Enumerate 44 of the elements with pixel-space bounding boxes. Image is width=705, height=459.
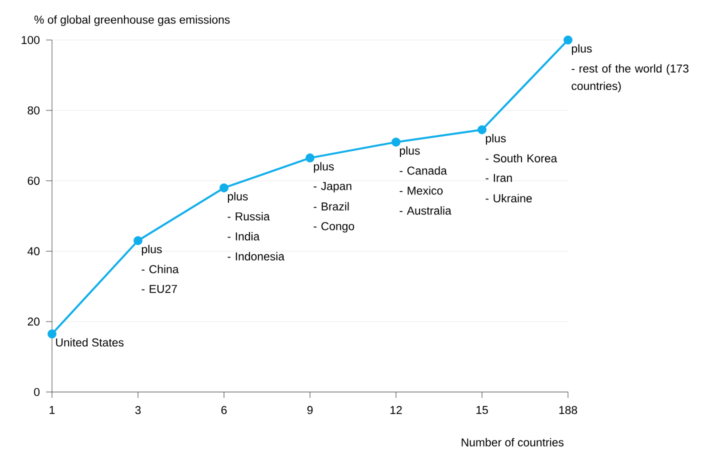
point [48,329,56,338]
point [306,153,314,162]
annotation: - Congo [314,222,354,232]
annotation: plus [314,162,334,173]
annotation: - Indonesia [228,252,285,260]
annotation: - Japan [314,182,352,192]
point [478,125,486,134]
x-tick-label: 15 [476,406,488,414]
annotation: - Mexico [400,186,443,195]
annotation: - China [142,264,179,274]
annotation: - Iran [486,174,512,182]
annotation: plus [486,134,506,145]
y-tick-label: 60 [28,176,40,185]
x-tick-label: 9 [307,406,313,414]
annotation: - India [228,232,260,240]
point [220,183,228,192]
y-tick-label: 80 [28,106,40,114]
annotation: plus [142,244,162,256]
annotation: plus [572,44,592,55]
annotation: United States [56,338,124,347]
annotation: plus [228,192,248,203]
point [134,236,142,246]
annotation: - South Korea [486,154,558,162]
annotation: - Russia [228,212,270,220]
x-axis-title: Number of countries [462,438,564,446]
y-axis-title: % of global greenhouse gas emissions [34,15,230,26]
annotation: - Canada [400,166,447,175]
annotation: - Brazil [314,202,349,211]
annotation: - Ukraine [486,194,532,202]
y-tick-label: 100 [22,36,40,44]
y-tick-label: 20 [28,318,40,326]
x-tick-label: 3 [135,406,141,414]
y-tick-label: 0 [34,388,40,396]
x-tick-label: 1 [50,406,55,414]
annotation: - Australia [400,206,452,215]
y-tick-label: 40 [28,247,40,256]
point [392,138,400,147]
text: - rest of the world (173 countries) [572,64,688,92]
x-tick-label: 12 [390,406,402,414]
x-tick-label: 6 [221,406,227,414]
annotation: - EU27 [142,284,177,293]
annotation: plus [400,146,420,157]
x-tick-label: 188 [559,406,578,414]
point [564,36,572,44]
